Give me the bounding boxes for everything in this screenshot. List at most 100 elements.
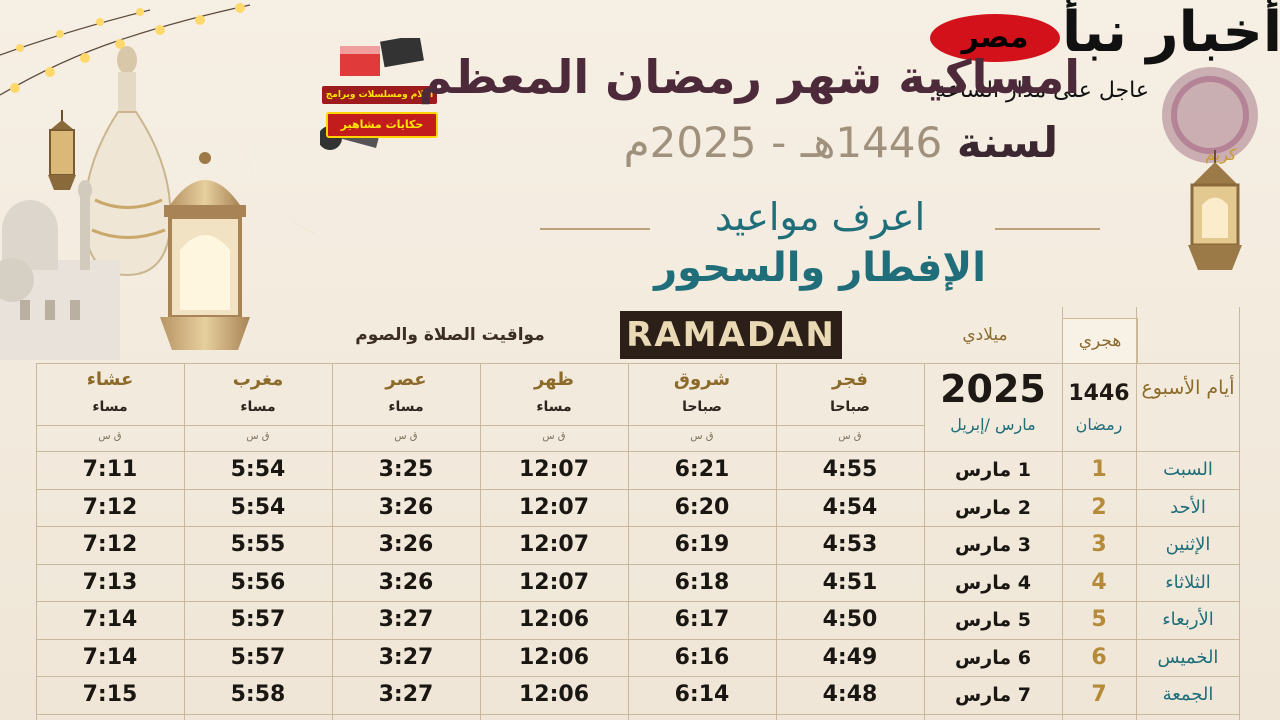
time-fajr: 4:49: [822, 644, 878, 670]
vase-icon: [83, 46, 172, 277]
row-hijri-day: 3: [1091, 532, 1107, 557]
time-asr: 3:27: [378, 682, 434, 707]
time-shorouq: 6:14: [674, 682, 730, 707]
time-asr: 3:26: [378, 494, 434, 520]
row-hijri-day: 1: [1091, 457, 1107, 482]
table-col-divider: [1239, 307, 1240, 720]
column-name-asr: عصر: [385, 369, 427, 390]
hijri-year-value: 1446: [1068, 381, 1130, 406]
table-col-divider: [1062, 307, 1063, 720]
column-unit-fajr: ق س: [838, 431, 862, 442]
time-asr: 3:27: [378, 607, 434, 632]
column-period-fajr: صباحا: [830, 399, 870, 415]
column-unit-isha: ق س: [98, 431, 122, 442]
time-maghrib: 5:58: [230, 682, 286, 707]
table-col-divider: [480, 363, 481, 720]
time-isha: 7:13: [82, 569, 138, 595]
column-name-fajr: فجر: [832, 369, 868, 390]
mosque-icon: [0, 180, 120, 360]
time-maghrib: 5:54: [230, 494, 286, 520]
time-maghrib: 5:56: [230, 569, 286, 595]
table-row-divider: [36, 713, 1240, 715]
column-unit-dhuhr: ق س: [542, 431, 566, 442]
table-col-divider: [1136, 307, 1137, 720]
table-row-divider: [36, 638, 1240, 640]
divider-line: [540, 228, 650, 230]
lantern-icon: [160, 152, 250, 350]
time-isha: 7:12: [82, 494, 138, 520]
table-row-divider: [36, 601, 1240, 602]
divider-line: [995, 228, 1100, 230]
prayer-times-heading: مواقيت الصلاة والصوم: [355, 325, 545, 345]
time-fajr: 4:51: [822, 569, 878, 595]
time-shorouq: 6:20: [674, 494, 730, 520]
row-date: 1 مارس: [955, 459, 1031, 481]
time-isha: 7:15: [82, 682, 138, 707]
time-fajr: 4:50: [822, 607, 878, 632]
greg-year-value: 2025: [940, 367, 1046, 411]
row-day-name: الأحد: [1170, 496, 1206, 518]
badge-news-label: أخبار نبأ: [1062, 0, 1280, 65]
lantern-icon: [48, 110, 76, 190]
column-name-isha: عشاء: [86, 369, 134, 390]
row-date: 6 مارس: [955, 646, 1031, 669]
time-dhuhr: 12:06: [518, 682, 590, 707]
time-fajr: 4:53: [822, 532, 878, 557]
row-date: 2 مارس: [955, 496, 1031, 519]
hijri-month-value: رمضان: [1075, 415, 1123, 434]
time-maghrib: 5:54: [230, 457, 286, 482]
time-maghrib: 5:55: [230, 532, 286, 557]
miladi-heading: ميلادي: [962, 325, 1008, 345]
time-isha: 7:12: [82, 532, 138, 557]
time-isha: 7:11: [82, 457, 138, 482]
hijri-heading: هجري: [1062, 318, 1138, 364]
row-hijri-day: 5: [1091, 607, 1107, 632]
time-asr: 3:26: [378, 532, 434, 557]
time-fajr: 4:55: [822, 457, 878, 482]
time-fajr: 4:54: [822, 494, 878, 520]
column-period-dhuhr: مساء: [536, 399, 572, 415]
time-dhuhr: 12:07: [518, 494, 590, 520]
logo-caption-main: حكايات مشاهير: [326, 112, 438, 138]
table-row-divider: [36, 563, 1240, 565]
time-dhuhr: 12:07: [518, 457, 590, 482]
ramadan-kareem-emblem: كريم: [1162, 67, 1258, 165]
days-of-week-heading: أيام الأسبوع: [1141, 377, 1235, 399]
column-name-maghrib: مغرب: [232, 369, 284, 390]
column-name-shorouq: شروق: [673, 369, 731, 390]
column-unit-shorouq: ق س: [690, 431, 714, 442]
row-date: 4 مارس: [955, 571, 1031, 594]
time-shorouq: 6:19: [674, 532, 730, 557]
table-col-divider: [628, 363, 629, 720]
row-hijri-day: 2: [1091, 494, 1107, 520]
time-shorouq: 6:18: [674, 569, 730, 595]
page-title: امساكية شهر رمضان المعظم: [418, 50, 1081, 104]
know-heading: اعرف مواعيد: [714, 195, 926, 239]
time-asr: 3:25: [378, 457, 434, 482]
column-period-maghrib: مساء: [240, 399, 276, 415]
row-day-name: الخميس: [1157, 646, 1219, 668]
string-lights-icon: [0, 3, 251, 96]
kareem-text: كريم: [1205, 145, 1237, 165]
table-row-divider: [36, 488, 1240, 490]
column-unit-maghrib: ق س: [246, 431, 270, 442]
column-period-asr: مساء: [388, 399, 424, 415]
row-hijri-day: 6: [1091, 644, 1107, 670]
table-row-divider: [36, 676, 1240, 677]
time-dhuhr: 12:06: [518, 607, 590, 632]
time-isha: 7:14: [82, 607, 138, 632]
row-day-name: الجمعة: [1162, 684, 1214, 705]
time-isha: 7:14: [82, 644, 138, 670]
time-shorouq: 6:21: [674, 457, 730, 482]
badge-egypt-label: مصر: [930, 14, 1060, 62]
time-asr: 3:27: [378, 644, 434, 670]
ramadan-label: RAMADAN: [620, 311, 842, 359]
lantern-icon: [1188, 150, 1242, 270]
row-date: 7 مارس: [955, 684, 1031, 706]
table-border: [36, 451, 1240, 452]
year-hijri: 1446هـ: [800, 118, 943, 167]
time-maghrib: 5:57: [230, 644, 286, 670]
column-name-dhuhr: ظهر: [533, 369, 575, 390]
time-asr: 3:26: [378, 569, 434, 595]
row-day-name: السبت: [1163, 459, 1213, 480]
